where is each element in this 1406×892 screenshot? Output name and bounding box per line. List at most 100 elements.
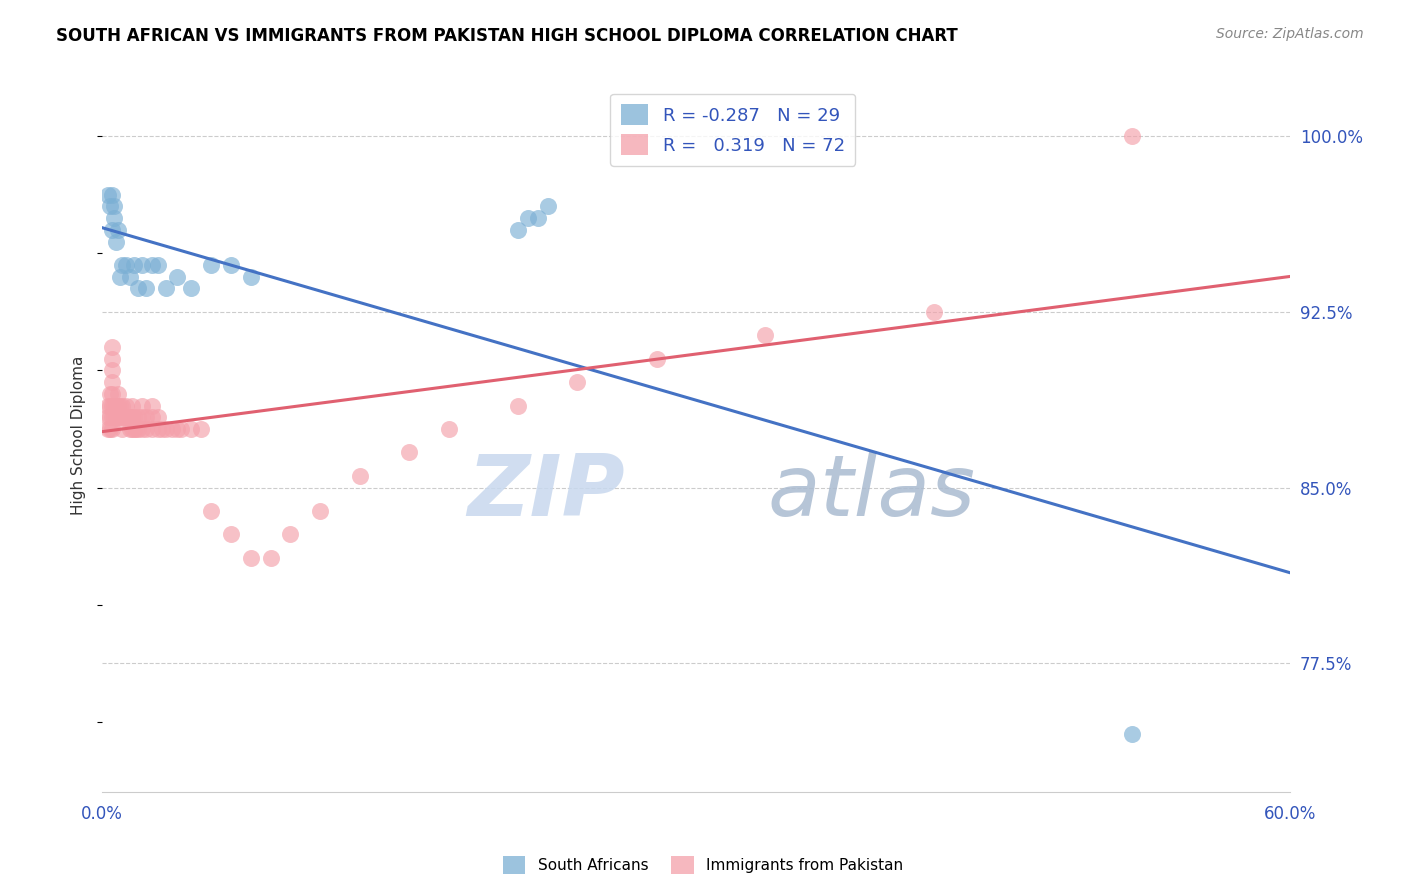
Point <box>141 422 163 436</box>
Point <box>180 422 202 436</box>
Text: ZIP: ZIP <box>467 450 624 533</box>
Point <box>437 422 460 436</box>
Point <box>122 258 145 272</box>
Point <box>101 375 124 389</box>
Point <box>97 410 120 425</box>
Point <box>111 422 134 436</box>
Point <box>103 211 125 225</box>
Point <box>115 258 138 272</box>
Point <box>121 422 143 436</box>
Point <box>111 258 134 272</box>
Point <box>1121 727 1143 741</box>
Text: SOUTH AFRICAN VS IMMIGRANTS FROM PAKISTAN HIGH SCHOOL DIPLOMA CORRELATION CHART: SOUTH AFRICAN VS IMMIGRANTS FROM PAKISTA… <box>56 27 957 45</box>
Point <box>506 223 529 237</box>
Point <box>103 199 125 213</box>
Point <box>117 410 139 425</box>
Legend: R = -0.287   N = 29, R =   0.319   N = 72: R = -0.287 N = 29, R = 0.319 N = 72 <box>610 94 855 166</box>
Point <box>101 223 124 237</box>
Point <box>108 269 131 284</box>
Point <box>118 422 141 436</box>
Point <box>121 410 143 425</box>
Point <box>278 527 301 541</box>
Point <box>122 410 145 425</box>
Point <box>131 258 153 272</box>
Point <box>349 468 371 483</box>
Point <box>101 351 124 366</box>
Point <box>141 410 163 425</box>
Point <box>131 410 153 425</box>
Point <box>180 281 202 295</box>
Text: atlas: atlas <box>768 450 976 533</box>
Point <box>259 550 281 565</box>
Point <box>101 363 124 377</box>
Point <box>1121 129 1143 144</box>
Point <box>135 422 157 436</box>
Point <box>309 504 332 518</box>
Point <box>101 410 124 425</box>
Point <box>219 258 242 272</box>
Point <box>754 328 776 343</box>
Point <box>200 504 222 518</box>
Point <box>97 399 120 413</box>
Point <box>200 258 222 272</box>
Point <box>160 422 183 436</box>
Point <box>107 399 129 413</box>
Point <box>150 422 173 436</box>
Point <box>108 399 131 413</box>
Point <box>170 422 193 436</box>
Point <box>537 199 560 213</box>
Point <box>190 422 212 436</box>
Point <box>166 422 188 436</box>
Point <box>131 422 153 436</box>
Point <box>118 269 141 284</box>
Point <box>127 410 149 425</box>
Point <box>155 281 177 295</box>
Point <box>103 410 125 425</box>
Point <box>105 410 128 425</box>
Point <box>219 527 242 541</box>
Point <box>103 399 125 413</box>
Point <box>155 422 177 436</box>
Point <box>118 410 141 425</box>
Point <box>121 399 143 413</box>
Point <box>97 187 120 202</box>
Point <box>98 199 121 213</box>
Point <box>526 211 548 225</box>
Point <box>105 235 128 249</box>
Point <box>105 399 128 413</box>
Point <box>101 399 124 413</box>
Point <box>97 422 120 436</box>
Point <box>239 550 262 565</box>
Point <box>239 269 262 284</box>
Point <box>98 387 121 401</box>
Point <box>146 422 169 436</box>
Y-axis label: High School Diploma: High School Diploma <box>72 355 86 515</box>
Point <box>98 410 121 425</box>
Point <box>567 375 589 389</box>
Point <box>516 211 538 225</box>
Point <box>111 399 134 413</box>
Point <box>101 387 124 401</box>
Point <box>125 422 148 436</box>
Point <box>101 340 124 354</box>
Point <box>141 258 163 272</box>
Point <box>107 410 129 425</box>
Point <box>115 410 138 425</box>
Point <box>98 422 121 436</box>
Point <box>506 399 529 413</box>
Point <box>107 223 129 237</box>
Point <box>101 187 124 202</box>
Point <box>101 422 124 436</box>
Point <box>146 410 169 425</box>
Point <box>98 399 121 413</box>
Point <box>146 258 169 272</box>
Point <box>135 281 157 295</box>
Point <box>398 445 420 459</box>
Point <box>115 399 138 413</box>
Point <box>645 351 668 366</box>
Point <box>108 410 131 425</box>
Point <box>107 387 129 401</box>
Point <box>122 422 145 436</box>
Point <box>922 305 945 319</box>
Point <box>131 399 153 413</box>
